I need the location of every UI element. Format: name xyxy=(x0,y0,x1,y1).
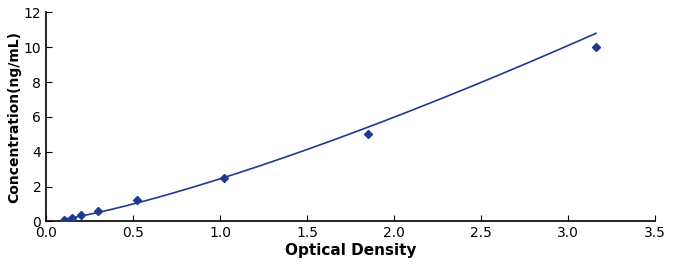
Y-axis label: Concentration(ng/mL): Concentration(ng/mL) xyxy=(7,31,21,203)
X-axis label: Optical Density: Optical Density xyxy=(285,243,417,258)
